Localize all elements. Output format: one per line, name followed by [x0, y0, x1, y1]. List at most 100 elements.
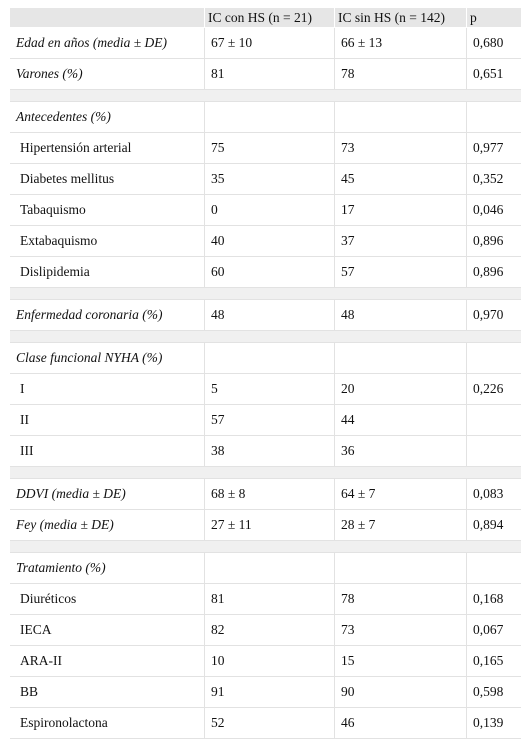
cell-value: 0,139 [467, 708, 521, 739]
table-row: DDVI (media ± DE) 68 ± 8 64 ± 7 0,083 [10, 479, 521, 510]
empty-cell [335, 343, 467, 374]
cell-value: 5 [205, 374, 335, 405]
table-row: Dislipidemia 60 57 0,896 [10, 257, 521, 288]
section-row: Clase funcional NYHA (%) [10, 343, 521, 374]
table-row: Hipertensión arterial 75 73 0,977 [10, 133, 521, 164]
empty-cell [467, 343, 521, 374]
row-label: Varones (%) [10, 59, 205, 90]
header-row: IC con HS (n = 21) IC sin HS (n = 142) p [10, 8, 521, 28]
row-label: Extabaquismo [10, 226, 205, 257]
cell-value: 0,977 [467, 133, 521, 164]
row-label: DDVI (media ± DE) [10, 479, 205, 510]
table-row: III 38 36 [10, 436, 521, 467]
cell-value: 0 [205, 195, 335, 226]
cell-value: 0,894 [467, 510, 521, 541]
cell-value: 35 [205, 164, 335, 195]
cell-value: 48 [205, 300, 335, 331]
empty-cell [205, 102, 335, 133]
table-row: I 5 20 0,226 [10, 374, 521, 405]
cell-value: 0,067 [467, 615, 521, 646]
header-cell: IC sin HS (n = 142) [335, 8, 467, 28]
row-label: Diuréticos [10, 584, 205, 615]
cell-value: 52 [205, 708, 335, 739]
cell-value: 45 [335, 164, 467, 195]
table-row: Enfermedad coronaria (%) 48 48 0,970 [10, 300, 521, 331]
row-label: Hipertensión arterial [10, 133, 205, 164]
cell-value: 0,896 [467, 226, 521, 257]
row-label: III [10, 436, 205, 467]
table: IC con HS (n = 21) IC sin HS (n = 142) p… [10, 8, 521, 739]
cell-value: 10 [205, 646, 335, 677]
spacer-row [10, 467, 521, 479]
cell-value: 82 [205, 615, 335, 646]
cell-value: 0,970 [467, 300, 521, 331]
cell-value: 0,046 [467, 195, 521, 226]
section-heading: Clase funcional NYHA (%) [10, 343, 205, 374]
spacer-row [10, 331, 521, 343]
cell-value: 37 [335, 226, 467, 257]
cell-value [467, 405, 521, 436]
cell-value: 44 [335, 405, 467, 436]
cell-value: 17 [335, 195, 467, 226]
row-label: Espironolactona [10, 708, 205, 739]
cell-value: 38 [205, 436, 335, 467]
table-row: IECA 82 73 0,067 [10, 615, 521, 646]
spacer-row [10, 288, 521, 300]
row-label: Enfermedad coronaria (%) [10, 300, 205, 331]
table-row: Espironolactona 52 46 0,139 [10, 708, 521, 739]
empty-cell [335, 553, 467, 584]
cell-value: 57 [335, 257, 467, 288]
cell-value: 0,651 [467, 59, 521, 90]
row-label: BB [10, 677, 205, 708]
section-heading: Tratamiento (%) [10, 553, 205, 584]
cell-value: 78 [335, 59, 467, 90]
cell-value [467, 436, 521, 467]
cell-value: 81 [205, 584, 335, 615]
row-label: Fey (media ± DE) [10, 510, 205, 541]
cell-value: 91 [205, 677, 335, 708]
cell-value: 68 ± 8 [205, 479, 335, 510]
cell-value: 0,352 [467, 164, 521, 195]
cell-value: 81 [205, 59, 335, 90]
header-cell [10, 8, 205, 28]
cell-value: 46 [335, 708, 467, 739]
cell-value: 90 [335, 677, 467, 708]
row-label: IECA [10, 615, 205, 646]
table-row: II 57 44 [10, 405, 521, 436]
header-cell: IC con HS (n = 21) [205, 8, 335, 28]
cell-value: 0,598 [467, 677, 521, 708]
row-label: II [10, 405, 205, 436]
table-row: Varones (%) 81 78 0,651 [10, 59, 521, 90]
row-label: Diabetes mellitus [10, 164, 205, 195]
empty-cell [205, 343, 335, 374]
table-row: Fey (media ± DE) 27 ± 11 28 ± 7 0,894 [10, 510, 521, 541]
cell-value: 48 [335, 300, 467, 331]
table-row: ARA-II 10 15 0,165 [10, 646, 521, 677]
cell-value: 0,165 [467, 646, 521, 677]
spacer-row [10, 90, 521, 102]
row-label: I [10, 374, 205, 405]
cell-value: 0,083 [467, 479, 521, 510]
table-row: BB 91 90 0,598 [10, 677, 521, 708]
cell-value: 60 [205, 257, 335, 288]
row-label: Edad en años (media ± DE) [10, 28, 205, 59]
table-row: Diuréticos 81 78 0,168 [10, 584, 521, 615]
cell-value: 0,168 [467, 584, 521, 615]
cell-value: 78 [335, 584, 467, 615]
cell-value: 73 [335, 615, 467, 646]
row-label: ARA-II [10, 646, 205, 677]
cell-value: 67 ± 10 [205, 28, 335, 59]
table-row: Diabetes mellitus 35 45 0,352 [10, 164, 521, 195]
section-row: Antecedentes (%) [10, 102, 521, 133]
table-row: Extabaquismo 40 37 0,896 [10, 226, 521, 257]
cell-value: 40 [205, 226, 335, 257]
table-row: Tabaquismo 0 17 0,046 [10, 195, 521, 226]
empty-cell [205, 553, 335, 584]
cell-value: 73 [335, 133, 467, 164]
cell-value: 64 ± 7 [335, 479, 467, 510]
empty-cell [467, 102, 521, 133]
cell-value: 0,896 [467, 257, 521, 288]
header-cell: p [467, 8, 521, 28]
cell-value: 15 [335, 646, 467, 677]
